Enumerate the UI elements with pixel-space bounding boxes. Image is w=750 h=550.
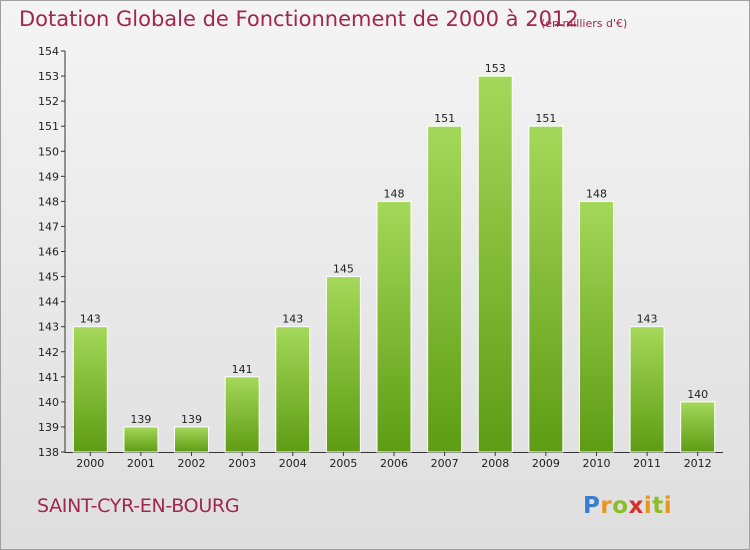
x-tick-label-2002: 2002	[178, 457, 206, 470]
bar-2009	[528, 125, 564, 453]
chart-title: Dotation Globale de Fonctionnement de 20…	[19, 7, 579, 31]
bar-2008	[477, 75, 513, 453]
chart-units: (en milliers d'€)	[541, 17, 628, 30]
bars: 143 139 139 141 143 145 148 151 153 151 148 143 140	[72, 62, 716, 453]
x-tick-label-2006: 2006	[380, 457, 408, 470]
y-tick-label: 145	[38, 271, 59, 284]
value-label-2000: 143	[80, 313, 101, 326]
value-label-2008: 153	[485, 62, 506, 75]
x-axis-ticks: 2000 2001 2002 2003 2004 2005 2006 2007 2008 2009…	[76, 452, 712, 470]
y-tick-label: 141	[38, 371, 59, 384]
bar-2007	[427, 125, 463, 453]
y-tick-label: 138	[38, 446, 59, 459]
x-tick-label-2005: 2005	[329, 457, 357, 470]
value-label-2012: 140	[687, 388, 708, 401]
x-tick-label-2004: 2004	[279, 457, 307, 470]
y-tick-label: 140	[38, 396, 59, 409]
value-label-2006: 148	[384, 187, 405, 200]
commune-name: SAINT-CYR-EN-BOURG	[37, 495, 240, 517]
bar-2003	[224, 376, 260, 453]
x-tick-label-2007: 2007	[431, 457, 459, 470]
x-tick-label-2009: 2009	[532, 457, 560, 470]
brand-logo: Proxiti	[583, 493, 673, 519]
y-tick-label: 152	[38, 95, 59, 108]
x-tick-label-2012: 2012	[684, 457, 712, 470]
y-tick-label: 146	[38, 246, 59, 259]
y-tick-label: 142	[38, 346, 59, 359]
value-label-2009: 151	[535, 112, 556, 125]
x-tick-label-2001: 2001	[127, 457, 155, 470]
bar-2006	[376, 200, 412, 453]
bar-2002	[174, 426, 210, 453]
x-tick-label-2003: 2003	[228, 457, 256, 470]
y-tick-label: 143	[38, 321, 59, 334]
value-label-2005: 145	[333, 263, 354, 276]
x-tick-label-2008: 2008	[481, 457, 509, 470]
bar-2010	[578, 200, 614, 453]
x-tick-label-2000: 2000	[76, 457, 104, 470]
y-tick-label: 139	[38, 421, 59, 434]
value-label-2002: 139	[181, 413, 202, 426]
y-tick-label: 154	[38, 45, 59, 58]
y-tick-label: 148	[38, 195, 59, 208]
y-tick-label: 153	[38, 70, 59, 83]
y-tick-label: 151	[38, 120, 59, 133]
y-tick-label: 149	[38, 170, 59, 183]
x-tick-label-2011: 2011	[633, 457, 661, 470]
y-tick-label: 147	[38, 220, 59, 233]
y-axis-ticks: 138 139 140 141 142 143 144 145 146 147 148 149 150 1…	[38, 45, 65, 459]
y-tick-label: 150	[38, 145, 59, 158]
bar-2011	[629, 326, 665, 453]
bar-2004	[275, 326, 311, 453]
value-label-2011: 143	[637, 313, 658, 326]
bar-2012	[680, 401, 716, 453]
value-label-2001: 139	[130, 413, 151, 426]
x-tick-label-2010: 2010	[582, 457, 610, 470]
value-label-2010: 148	[586, 187, 607, 200]
value-label-2007: 151	[434, 112, 455, 125]
value-label-2003: 141	[232, 363, 253, 376]
bar-2005	[325, 276, 361, 453]
y-tick-label: 144	[38, 296, 59, 309]
bar-2001	[123, 426, 159, 453]
value-label-2004: 143	[282, 313, 303, 326]
bar-2000	[72, 326, 108, 453]
